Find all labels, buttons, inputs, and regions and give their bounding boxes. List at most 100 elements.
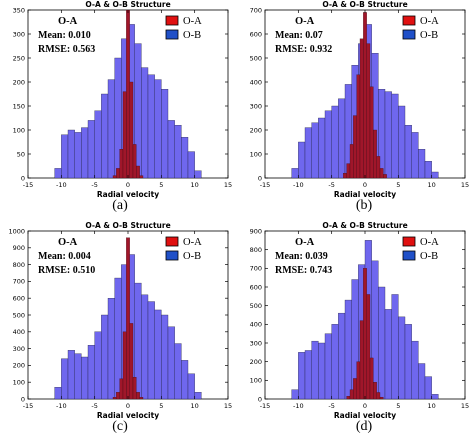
ob-bar: [81, 127, 89, 179]
ob-bar: [298, 352, 306, 400]
ob-bar: [161, 89, 169, 179]
stats-rmse: RMSE: 0.932: [275, 44, 332, 55]
oa-bar: [346, 163, 351, 179]
ob-bar: [174, 125, 182, 179]
oa-bar: [356, 361, 361, 400]
y-tick-label: 400: [13, 328, 25, 336]
oa-bar: [373, 129, 377, 179]
oa-bar: [119, 378, 124, 400]
y-tick-label: 700: [250, 6, 262, 14]
oa-bar: [112, 175, 117, 179]
ob-bar: [318, 342, 326, 400]
ob-bar: [107, 298, 115, 400]
y-tick-label: 600: [250, 30, 262, 38]
y-tick-label: 800: [250, 246, 262, 254]
ob-bar: [411, 132, 419, 179]
legend-label-ob: O-B: [183, 251, 201, 262]
stats-mean: Mean: 0.010: [38, 30, 91, 41]
stats-rmse: RMSE: 0.510: [38, 265, 95, 276]
x-tick-label: -10: [56, 402, 67, 410]
x-tick-label: 0: [126, 402, 130, 410]
ob-bar: [67, 129, 75, 179]
ob-bar: [167, 120, 175, 179]
legend-swatch-ob: [165, 250, 179, 261]
ob-bar: [404, 125, 412, 179]
y-tick-label: 300: [250, 339, 262, 347]
y-tick-label: 100: [250, 377, 262, 385]
y-tick-label: 500: [13, 311, 25, 319]
ob-bar: [61, 134, 69, 179]
oa-bar: [356, 74, 361, 179]
x-tick-label: -5: [91, 402, 97, 410]
oa-bar: [116, 168, 120, 179]
oa-bar: [136, 165, 140, 179]
y-tick-label: 200: [13, 362, 25, 370]
oa-bar: [343, 173, 347, 179]
x-tick-label: -5: [91, 181, 97, 189]
y-tick-label: 900: [13, 244, 25, 252]
y-tick-label: 100: [250, 150, 262, 158]
x-tick-label: 15: [461, 402, 469, 410]
legend-label-ob: O-B: [420, 30, 438, 41]
x-tick-label: -15: [23, 402, 34, 410]
stats-rmse: RMSE: 0.743: [275, 265, 332, 276]
chart-title: O-A & O-B Structure: [85, 221, 170, 230]
ob-bar: [324, 110, 332, 179]
ob-bar: [418, 149, 426, 179]
ob-bar: [54, 387, 62, 400]
x-tick-label: -15: [260, 402, 271, 410]
y-tick-label: 900: [250, 227, 262, 235]
ob-bar: [87, 345, 95, 400]
chart-panel-a: O-A & O-B Structure -15 -10 -5 0 5 10 15 0 50 100 1…: [0, 0, 237, 221]
ob-bar: [74, 353, 82, 400]
ob-bar: [81, 356, 89, 400]
y-tick-label: 200: [250, 358, 262, 366]
oa-bar: [116, 392, 120, 400]
x-tick-label: -10: [56, 181, 67, 189]
ob-bar: [331, 324, 339, 400]
panel-label-a: (a): [112, 198, 128, 213]
legend-swatch-ob: [165, 29, 179, 40]
oa-bar: [369, 86, 374, 179]
legend-label-ob: O-B: [183, 30, 201, 41]
oa-bar: [129, 81, 134, 179]
ob-bar: [187, 373, 195, 400]
oa-bar: [132, 144, 137, 179]
stats-name: O-A: [58, 237, 78, 248]
y-tick-label: 1000: [8, 227, 25, 235]
ob-bar: [424, 161, 432, 179]
histogram-chart-a: O-A & O-B Structure-15 -10 -5 0 5 10 150501001…: [13, 0, 233, 199]
y-tick-label: 400: [250, 78, 262, 86]
ob-bar: [61, 358, 69, 400]
ob-bar: [187, 151, 195, 179]
x-tick-label: 0: [363, 181, 367, 189]
y-tick-label: 800: [13, 261, 25, 269]
x-tick-label: 10: [191, 181, 199, 189]
x-tick-label: 5: [396, 181, 400, 189]
stats-mean: Mean: 0.039: [275, 251, 328, 262]
chart-title: O-A & O-B Structure: [322, 221, 407, 230]
ob-bar: [291, 389, 299, 400]
oa-bar: [379, 396, 384, 400]
panel-label-c: (c): [112, 419, 128, 434]
stats-name: O-A: [295, 237, 315, 248]
ob-bar: [338, 98, 346, 179]
histogram-chart-c: O-A & O-B Structure -15 -10 -5 0 5 10 15 0 100 200…: [8, 221, 232, 420]
histogram-chart-d: O-A & O-B Structure -15 -10 -5 0 5 10 15 0 100 200…: [250, 221, 470, 420]
stats-rmse: RMSE: 0.563: [38, 44, 95, 55]
ob-bar: [411, 340, 419, 400]
x-tick-label: -15: [260, 181, 271, 189]
oa-bar: [349, 389, 354, 400]
legend-swatch-ob: [402, 250, 416, 261]
legend-label-oa: O-A: [183, 16, 202, 27]
legend-swatch-oa: [165, 15, 179, 26]
oa-bar: [139, 397, 144, 400]
y-tick-label: 300: [13, 30, 25, 38]
ob-bar: [87, 120, 95, 179]
chart-panel-b: O-A & O-B Structure -15 -10 -5 0 5 10 15 0 100 200…: [237, 0, 474, 221]
ob-bar: [398, 105, 406, 179]
stats-mean: Mean: 0.004: [38, 251, 91, 262]
x-tick-label: -10: [293, 181, 304, 189]
y-tick-label: 400: [250, 321, 262, 329]
ob-bar: [431, 394, 439, 400]
